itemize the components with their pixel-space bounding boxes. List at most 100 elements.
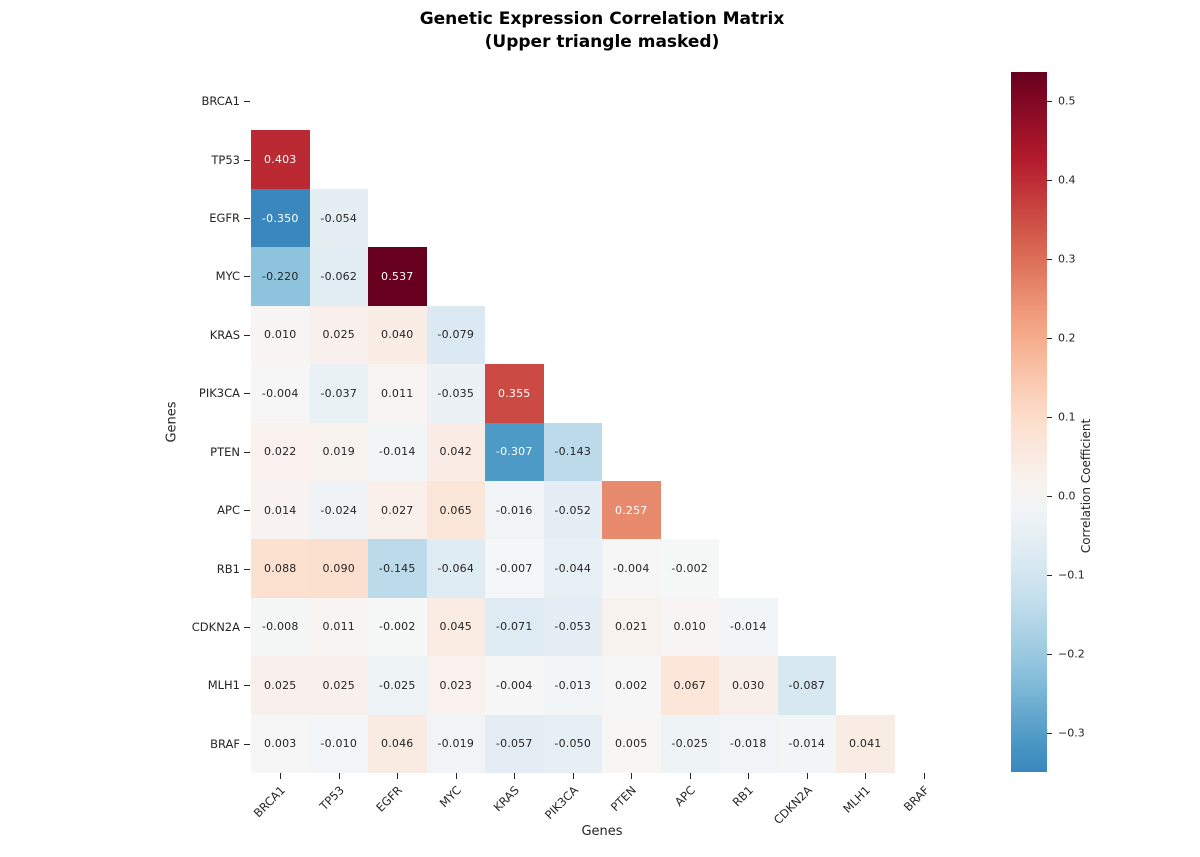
- heatmap-cell-BRAF-APC: -0.025: [660, 714, 719, 774]
- heatmap-cell-KRAS-MYC: -0.079: [426, 305, 485, 365]
- y-tick-mark: [244, 627, 250, 628]
- heatmap-cell-value: -0.057: [495, 737, 533, 751]
- heatmap-cell-value: -0.004: [495, 678, 533, 692]
- colorbar-tick-mark: [1047, 259, 1052, 260]
- heatmap-cell-value: 0.041: [849, 737, 882, 751]
- heatmap-cell-RB1-PIK3CA: -0.044: [543, 539, 602, 598]
- heatmap-cell-value: -0.013: [554, 678, 592, 692]
- x-tick-mark: [748, 773, 749, 779]
- y-tick-mark: [244, 160, 250, 161]
- heatmap-cell-value: -0.087: [788, 678, 826, 692]
- y-tick-mark: [244, 744, 250, 745]
- heatmap-cell-BRAF-BRCA1: 0.003: [251, 714, 310, 774]
- heatmap-cell-CDKN2A-MYC: 0.045: [426, 597, 485, 657]
- x-tick-mark: [690, 773, 691, 779]
- heatmap-cell-value: -0.014: [378, 445, 416, 459]
- heatmap-cell-value: -0.052: [554, 503, 592, 517]
- heatmap-cell-APC-EGFR: 0.027: [368, 480, 427, 540]
- colorbar-tick-label-−0.2: −0.2: [1058, 647, 1085, 661]
- heatmap-cell-PTEN-EGFR: -0.014: [368, 422, 427, 481]
- chart-title: Genetic Expression Correlation Matrix (U…: [251, 8, 953, 54]
- heatmap-cell-KRAS-TP53: 0.025: [309, 305, 368, 365]
- heatmap-cell-value: 0.011: [381, 386, 414, 400]
- heatmap-cell-PIK3CA-EGFR: 0.011: [368, 364, 427, 423]
- colorbar-tick-mark: [1047, 338, 1052, 339]
- colorbar-tick-label-−0.1: −0.1: [1058, 568, 1085, 582]
- heatmap-cell-RB1-APC: -0.002: [660, 539, 719, 598]
- heatmap-cell-value: -0.220: [261, 269, 299, 283]
- y-tick-label-TP53: TP53: [211, 152, 240, 167]
- heatmap-cell-BRAF-TP53: -0.010: [309, 714, 368, 774]
- heatmap-cell-PTEN-MYC: 0.042: [426, 422, 485, 481]
- heatmap-cell-value: 0.021: [615, 620, 648, 634]
- colorbar-tick-label-0.2: 0.2: [1058, 331, 1076, 345]
- y-tick-mark: [244, 393, 250, 394]
- heatmap-cell-value: 0.023: [439, 678, 472, 692]
- heatmap-cell-EGFR-TP53: -0.054: [309, 188, 368, 248]
- heatmap-cell-value: -0.064: [437, 562, 475, 576]
- heatmap-cell-MLH1-EGFR: -0.025: [368, 656, 427, 715]
- colorbar-label: Correlation Coefficient: [1079, 418, 1093, 554]
- colorbar-tick-mark: [1047, 733, 1052, 734]
- heatmap-cell-value: -0.035: [437, 386, 475, 400]
- heatmap-cell-value: 0.040: [381, 328, 414, 342]
- heatmap-cell-value: -0.014: [788, 737, 826, 751]
- heatmap-cell-value: 0.005: [615, 737, 648, 751]
- heatmap-cell-value: -0.008: [261, 620, 299, 634]
- heatmap-cell-CDKN2A-EGFR: -0.002: [368, 597, 427, 657]
- x-tick-mark: [456, 773, 457, 779]
- heatmap-cell-CDKN2A-TP53: 0.011: [309, 597, 368, 657]
- colorbar-tick-label-0.5: 0.5: [1058, 94, 1076, 108]
- heatmap-cell-PIK3CA-TP53: -0.037: [309, 364, 368, 423]
- colorbar-tick-label-0.3: 0.3: [1058, 252, 1076, 266]
- heatmap-cell-APC-BRCA1: 0.014: [251, 480, 310, 540]
- heatmap-cell-value: -0.145: [378, 562, 416, 576]
- heatmap-cell-RB1-PTEN: -0.004: [602, 539, 661, 598]
- x-tick-mark: [924, 773, 925, 779]
- y-tick-label-EGFR: EGFR: [209, 211, 240, 226]
- heatmap-cell-CDKN2A-KRAS: -0.071: [485, 597, 544, 657]
- heatmap-cell-CDKN2A-RB1: -0.014: [719, 597, 778, 657]
- y-tick-label-KRAS: KRAS: [209, 327, 240, 342]
- heatmap-cell-APC-KRAS: -0.016: [485, 480, 544, 540]
- heatmap-cell-value: 0.025: [322, 678, 355, 692]
- y-tick-mark: [244, 510, 250, 511]
- heatmap-cell-value: 0.002: [615, 678, 648, 692]
- heatmap-plot-area: 0.403 -0.350 -0.054 -0.220 -0.062 0.537 0.010 0…: [251, 72, 953, 774]
- colorbar-tick-label-0.0: 0.0: [1058, 489, 1076, 503]
- heatmap-cell-value: -0.010: [320, 737, 358, 751]
- colorbar-tick-label-0.1: 0.1: [1058, 410, 1076, 424]
- heatmap-cell-value: -0.307: [495, 445, 533, 459]
- x-tick-mark: [514, 773, 515, 779]
- heatmap-cell-value: 0.403: [264, 153, 297, 167]
- heatmap-cell-value: -0.037: [320, 386, 358, 400]
- heatmap-cell-value: -0.024: [320, 503, 358, 517]
- colorbar-gradient: [1011, 72, 1047, 772]
- heatmap-cell-MLH1-PIK3CA: -0.013: [543, 656, 602, 715]
- heatmap-cell-value: 0.030: [732, 678, 765, 692]
- heatmap-cell-KRAS-BRCA1: 0.010: [251, 305, 310, 365]
- heatmap-cell-value: -0.002: [671, 562, 709, 576]
- heatmap-cell-MYC-EGFR: 0.537: [368, 247, 427, 306]
- heatmap-cell-MLH1-BRCA1: 0.025: [251, 656, 310, 715]
- heatmap-cell-EGFR-BRCA1: -0.350: [251, 188, 310, 248]
- chart-title-line2: (Upper triangle masked): [484, 31, 720, 52]
- heatmap-cell-value: 0.042: [439, 445, 472, 459]
- colorbar-tick-mark: [1047, 180, 1052, 181]
- heatmap-cell-value: 0.014: [264, 503, 297, 517]
- heatmap-cell-APC-MYC: 0.065: [426, 480, 485, 540]
- heatmap-cell-CDKN2A-BRCA1: -0.008: [251, 597, 310, 657]
- y-tick-mark: [244, 335, 250, 336]
- heatmap-cell-value: -0.053: [554, 620, 592, 634]
- y-tick-mark: [244, 452, 250, 453]
- heatmap-cell-MLH1-CDKN2A: -0.087: [777, 656, 836, 715]
- heatmap-cell-RB1-TP53: 0.090: [309, 539, 368, 598]
- heatmap-cell-value: 0.090: [322, 562, 355, 576]
- y-tick-label-PTEN: PTEN: [210, 444, 240, 459]
- heatmap-cell-BRAF-PIK3CA: -0.050: [543, 714, 602, 774]
- heatmap-cell-value: -0.044: [554, 562, 592, 576]
- heatmap-cell-value: -0.018: [729, 737, 767, 751]
- x-tick-mark: [280, 773, 281, 779]
- heatmap-cell-CDKN2A-APC: 0.010: [660, 597, 719, 657]
- heatmap-cell-value: -0.143: [554, 445, 592, 459]
